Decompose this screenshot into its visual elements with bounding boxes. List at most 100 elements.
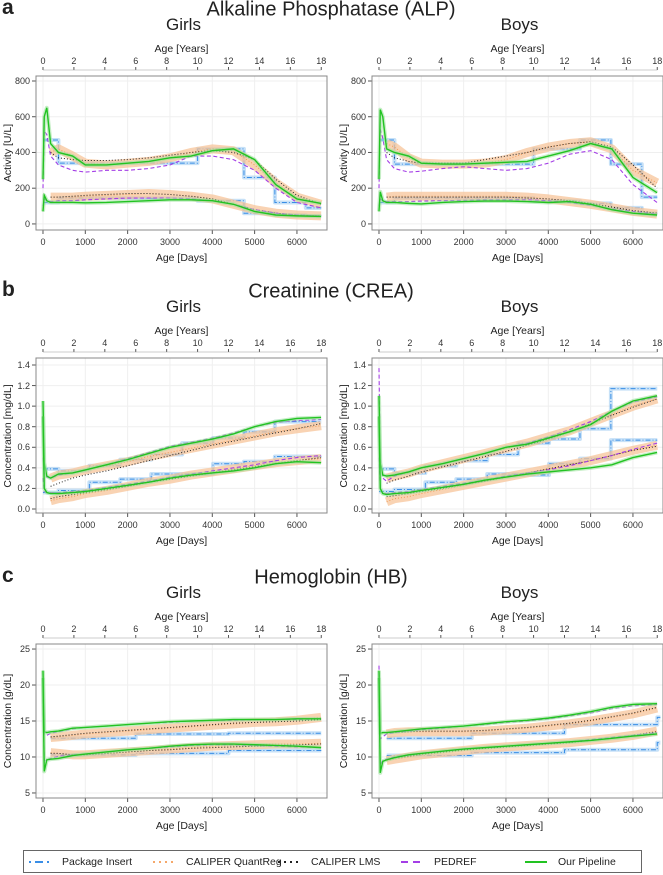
series-line-package-insert: [50, 732, 322, 739]
top-tick-label: 12: [223, 338, 234, 348]
series-line-our-pipeline: [42, 400, 322, 479]
series-line-our-pipeline: [42, 107, 322, 205]
top-tick-label: 2: [71, 338, 77, 348]
top-tick-label: 0: [40, 624, 46, 634]
chart-title: Hemoglobin (HB): [254, 566, 408, 589]
legend-label: PEDREF: [434, 856, 477, 868]
x-tick-label: 5000: [244, 805, 265, 815]
top-tick-label: 0: [376, 624, 382, 634]
y-tick-label: 600: [14, 111, 30, 122]
panel-subtitle: Girls: [166, 583, 201, 602]
top-axis-title: Age [Years]: [490, 611, 545, 623]
x-tick-label: 5000: [244, 237, 265, 247]
dotted-line-icon: [153, 861, 175, 863]
x-tick-label: 6000: [622, 805, 643, 815]
top-tick-label: 0: [376, 56, 382, 66]
top-tick-label: 4: [438, 624, 444, 634]
x-tick-label: 4000: [538, 805, 559, 815]
top-tick-label: 18: [652, 338, 663, 348]
panel-letter: a: [2, 0, 14, 19]
series-band-caliper-quantreg: [50, 712, 322, 743]
series-line-our-pipeline: [378, 109, 658, 194]
y-tick-label: 800: [14, 76, 30, 86]
y-axis-title: Concentration [mg/dL]: [2, 383, 14, 488]
top-tick-label: 0: [376, 338, 382, 348]
y-tick-label: 600: [350, 111, 366, 122]
x-tick-label: 6000: [622, 520, 643, 530]
top-tick-label: 2: [407, 624, 413, 634]
top-tick-label: 10: [192, 56, 203, 66]
y-axis-title: Concentration [g/dL]: [338, 673, 350, 769]
x-tick-label: 4000: [538, 520, 559, 530]
y-tick-label: 0.8: [17, 421, 30, 432]
top-tick-label: 18: [316, 56, 327, 66]
solid-line-icon: [525, 861, 547, 863]
y-tick-label: 20: [355, 680, 366, 691]
top-tick-label: 8: [500, 624, 506, 634]
top-tick-label: 14: [254, 338, 265, 348]
panel-subtitle: Girls: [166, 15, 201, 34]
chart-title: Alkaline Phosphatase (ALP): [206, 0, 456, 21]
x-tick-label: 2000: [453, 237, 474, 247]
plot-frame: [35, 643, 328, 799]
x-tick-label: 5000: [580, 805, 601, 815]
series-band-package-insert: [378, 386, 658, 475]
x-tick-label: 6000: [286, 805, 307, 815]
top-tick-label: 16: [621, 624, 632, 634]
top-tick-label: 14: [590, 624, 601, 634]
top-tick-label: 4: [102, 624, 108, 634]
bottom-axis-title: Age [Days]: [155, 535, 208, 547]
legend-item-package-insert: Package Insert: [28, 856, 132, 868]
top-tick-label: 12: [559, 338, 570, 348]
legend-label: CALIPER LMS: [311, 856, 381, 868]
x-tick-label: 4000: [202, 237, 223, 247]
top-tick-label: 10: [528, 624, 539, 634]
top-tick-label: 18: [652, 56, 663, 66]
series-line-package-insert: [386, 742, 661, 757]
y-axis-title: Activity [U/L]: [2, 123, 14, 183]
top-tick-label: 10: [192, 624, 203, 634]
legend-item-caliper-quantreg: CALIPER QuantReg: [152, 856, 282, 868]
series-line-our-pipeline: [378, 416, 658, 496]
y-tick-label: 0.2: [17, 483, 30, 494]
y-tick-label: 1.4: [17, 359, 30, 370]
y-tick-label: 1.4: [353, 359, 366, 370]
series-line-package-insert: [386, 716, 661, 739]
x-tick-label: 0: [40, 520, 46, 530]
top-tick-label: 6: [133, 624, 139, 634]
bottom-axis-title: Age [Days]: [491, 820, 544, 832]
dotted-line-icon: [278, 861, 300, 863]
y-tick-label: 10: [355, 751, 366, 762]
x-tick-label: 0: [376, 805, 382, 815]
top-tick-label: 18: [316, 624, 327, 634]
top-tick-label: 10: [192, 338, 203, 348]
series-line-caliper-quantreg: [386, 707, 658, 735]
x-tick-label: 2000: [453, 805, 474, 815]
panel-letter: b: [2, 278, 15, 301]
dash-dot-line-icon: [29, 861, 51, 863]
series-line-our-pipeline: [378, 191, 658, 216]
top-tick-label: 2: [407, 56, 413, 66]
series-line-pedref: [378, 129, 658, 203]
series-line-our-pipeline: [378, 677, 658, 773]
top-tick-label: 16: [285, 56, 296, 66]
x-tick-label: 1000: [411, 520, 432, 530]
top-tick-label: 4: [102, 56, 108, 66]
x-tick-label: 6000: [286, 520, 307, 530]
top-tick-label: 18: [316, 338, 327, 348]
legend-item-caliper-lms: CALIPER LMS: [277, 856, 380, 868]
y-tick-label: 15: [355, 716, 366, 726]
top-tick-label: 18: [652, 624, 663, 634]
top-tick-label: 12: [559, 56, 570, 66]
x-tick-label: 2000: [117, 520, 138, 530]
top-tick-label: 4: [438, 338, 444, 348]
x-tick-label: 3000: [495, 520, 516, 530]
y-tick-label: 0.4: [353, 462, 366, 473]
y-tick-label: 10: [19, 751, 30, 762]
y-tick-label: 400: [350, 147, 366, 158]
top-tick-label: 6: [133, 338, 139, 348]
top-tick-label: 12: [223, 624, 234, 634]
y-tick-label: 0.6: [353, 442, 366, 453]
x-tick-label: 3000: [159, 805, 180, 815]
plot-frame: [371, 357, 663, 514]
